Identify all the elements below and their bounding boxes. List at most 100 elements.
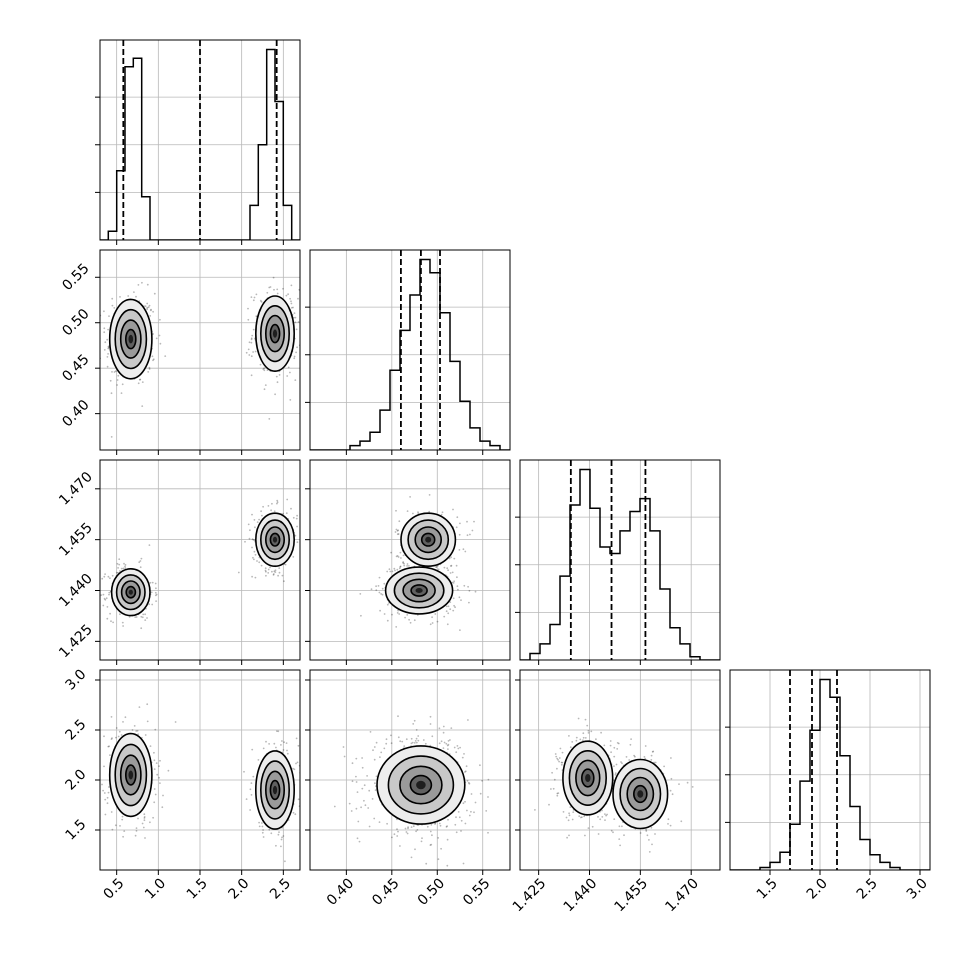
- sample-point: [412, 723, 415, 725]
- sample-point: [143, 819, 146, 822]
- sample-point: [378, 821, 381, 823]
- sample-point: [247, 523, 250, 526]
- sample-point: [360, 614, 362, 617]
- sample-point: [271, 570, 273, 573]
- sample-point: [122, 625, 124, 627]
- density-level: [272, 785, 278, 795]
- sample-point: [373, 758, 376, 761]
- sample-point: [361, 757, 363, 759]
- sample-point: [446, 567, 449, 570]
- sample-point: [552, 787, 555, 790]
- sample-point: [118, 558, 121, 561]
- contour-line: [632, 784, 648, 804]
- sample-point: [124, 564, 127, 566]
- sample-point: [417, 739, 420, 742]
- sample-point: [569, 806, 572, 808]
- sample-point: [399, 740, 402, 743]
- sample-point: [397, 533, 400, 535]
- sample-point: [464, 822, 467, 825]
- panel-frame: [309, 249, 511, 451]
- sample-point: [262, 368, 265, 370]
- sample-point: [114, 824, 117, 827]
- sample-point: [152, 358, 155, 361]
- sample-point: [386, 619, 389, 622]
- sample-point: [645, 828, 647, 831]
- sample-point: [456, 585, 459, 588]
- sample-point: [440, 740, 443, 743]
- sample-point: [616, 748, 619, 750]
- sample-point: [421, 837, 423, 840]
- sample-point: [650, 754, 653, 757]
- sample-point: [619, 844, 621, 847]
- sample-point: [302, 331, 304, 333]
- y-tick-label: 1.470: [56, 469, 96, 509]
- sample-point: [295, 517, 298, 520]
- sample-point: [565, 816, 568, 819]
- sample-point: [403, 745, 406, 747]
- sample-point: [412, 825, 415, 828]
- sample-point: [248, 341, 251, 344]
- sample-point: [449, 572, 452, 574]
- sample-point: [452, 609, 455, 612]
- sample-point: [118, 563, 121, 566]
- contour-line: [575, 759, 601, 797]
- sample-point: [137, 733, 140, 736]
- sample-point: [274, 571, 277, 573]
- sample-point: [467, 585, 469, 588]
- sample-point: [395, 509, 397, 512]
- sample-point: [249, 529, 251, 532]
- contour-line: [125, 764, 137, 786]
- sample-point: [282, 749, 285, 751]
- sample-point: [286, 375, 289, 377]
- sample-point: [104, 341, 107, 344]
- sample-point: [111, 828, 114, 831]
- sample-point: [248, 537, 251, 540]
- sample-point: [269, 566, 271, 569]
- sample-point: [557, 792, 560, 794]
- sample-point: [128, 616, 131, 618]
- sample-point: [434, 613, 437, 615]
- sample-point: [111, 304, 114, 307]
- density-level: [637, 790, 644, 798]
- sample-point: [261, 825, 264, 828]
- sample-point: [610, 829, 613, 832]
- sample-point: [449, 739, 451, 741]
- sample-point: [102, 789, 104, 792]
- sample-point: [248, 354, 251, 356]
- sample-point: [630, 738, 632, 740]
- sample-point: [155, 593, 158, 596]
- sample-point: [363, 799, 365, 802]
- contour-line: [384, 566, 454, 615]
- sample-point: [251, 748, 254, 751]
- contour-line: [264, 314, 285, 353]
- sample-point: [554, 753, 557, 755]
- sample-point: [408, 618, 410, 621]
- sample-point: [435, 566, 437, 568]
- sample-point: [114, 370, 117, 373]
- sample-point: [556, 767, 558, 770]
- y-tick-label: 2.5: [62, 716, 89, 743]
- sample-point: [398, 567, 401, 570]
- sample-point: [396, 612, 399, 614]
- sample-point: [286, 498, 289, 501]
- sample-point: [289, 371, 291, 374]
- sample-point: [137, 382, 140, 385]
- sample-point: [487, 831, 489, 834]
- sample-point: [135, 616, 138, 618]
- sample-point: [361, 766, 364, 769]
- sample-point: [140, 627, 143, 630]
- sample-point: [123, 830, 126, 832]
- sample-point: [413, 719, 416, 722]
- x-tick-label: 2.5: [854, 876, 881, 903]
- sample-point: [402, 554, 405, 557]
- sample-point: [447, 748, 449, 750]
- sample-point: [575, 736, 578, 739]
- sample-point: [259, 299, 262, 302]
- sample-point: [104, 798, 107, 801]
- x-tick-label: 1.5: [184, 876, 211, 903]
- sample-point: [106, 796, 109, 799]
- sample-point: [106, 617, 109, 620]
- sample-point: [408, 565, 410, 567]
- contour-line: [414, 526, 443, 554]
- sample-point: [141, 822, 144, 825]
